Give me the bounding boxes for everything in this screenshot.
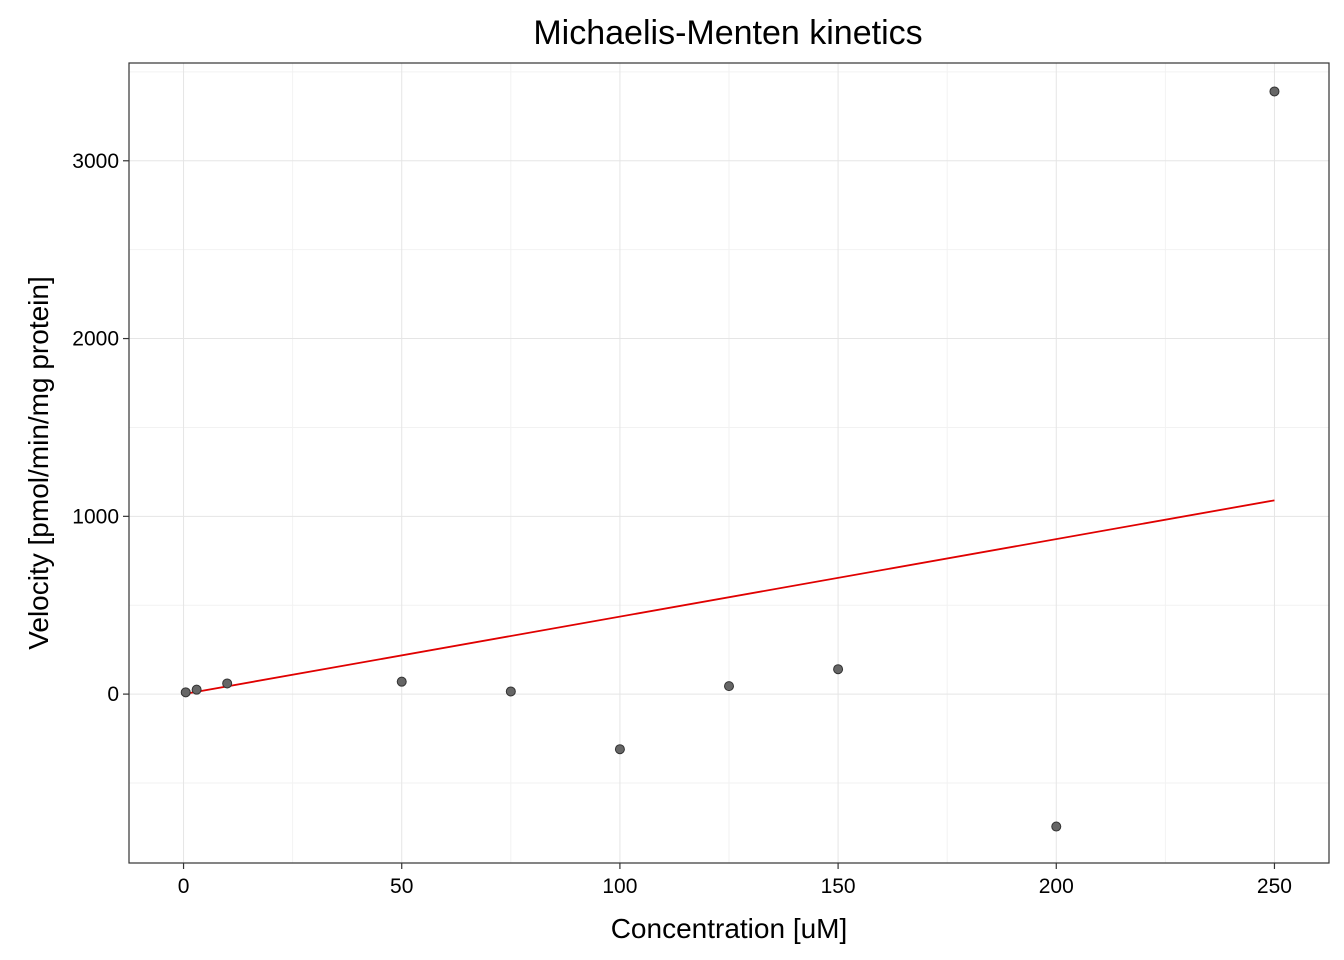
data-point (724, 681, 734, 692)
y-axis-title: Velocity [pmol/min/mg protein] (23, 276, 54, 650)
x-tick-label: 200 (1039, 875, 1074, 898)
x-tick-label: 50 (390, 875, 413, 898)
data-point (1051, 821, 1062, 832)
x-tick-label: 100 (602, 875, 637, 898)
y-tick-label: 2000 (72, 328, 119, 351)
y-tick-label: 1000 (72, 505, 119, 528)
data-point (180, 687, 191, 698)
data-point (396, 676, 407, 687)
y-tick-label: 0 (107, 683, 119, 706)
fit-line (183, 499, 1275, 695)
x-tick-label: 150 (821, 875, 856, 898)
x-tick-label: 250 (1257, 875, 1292, 898)
data-points (180, 86, 1280, 832)
x-axis-title: Concentration [uM] (611, 913, 848, 944)
grid-minor (129, 63, 1329, 863)
grid-major (129, 63, 1329, 863)
chart-title: Michaelis-Menten kinetics (533, 14, 922, 52)
fit-line-group (183, 499, 1275, 695)
y-tick-label: 3000 (72, 150, 119, 173)
y-axis-ticks: 0 1000 2000 3000 (72, 150, 129, 706)
data-point (505, 686, 516, 697)
data-point (191, 684, 202, 695)
data-point (833, 664, 844, 675)
data-point (614, 744, 625, 755)
data-point (222, 678, 233, 689)
data-point (1269, 86, 1280, 97)
x-tick-label: 0 (178, 875, 190, 898)
panel-border (128, 62, 1330, 864)
x-axis-ticks: 0 50 100 150 200 250 (178, 863, 1292, 898)
